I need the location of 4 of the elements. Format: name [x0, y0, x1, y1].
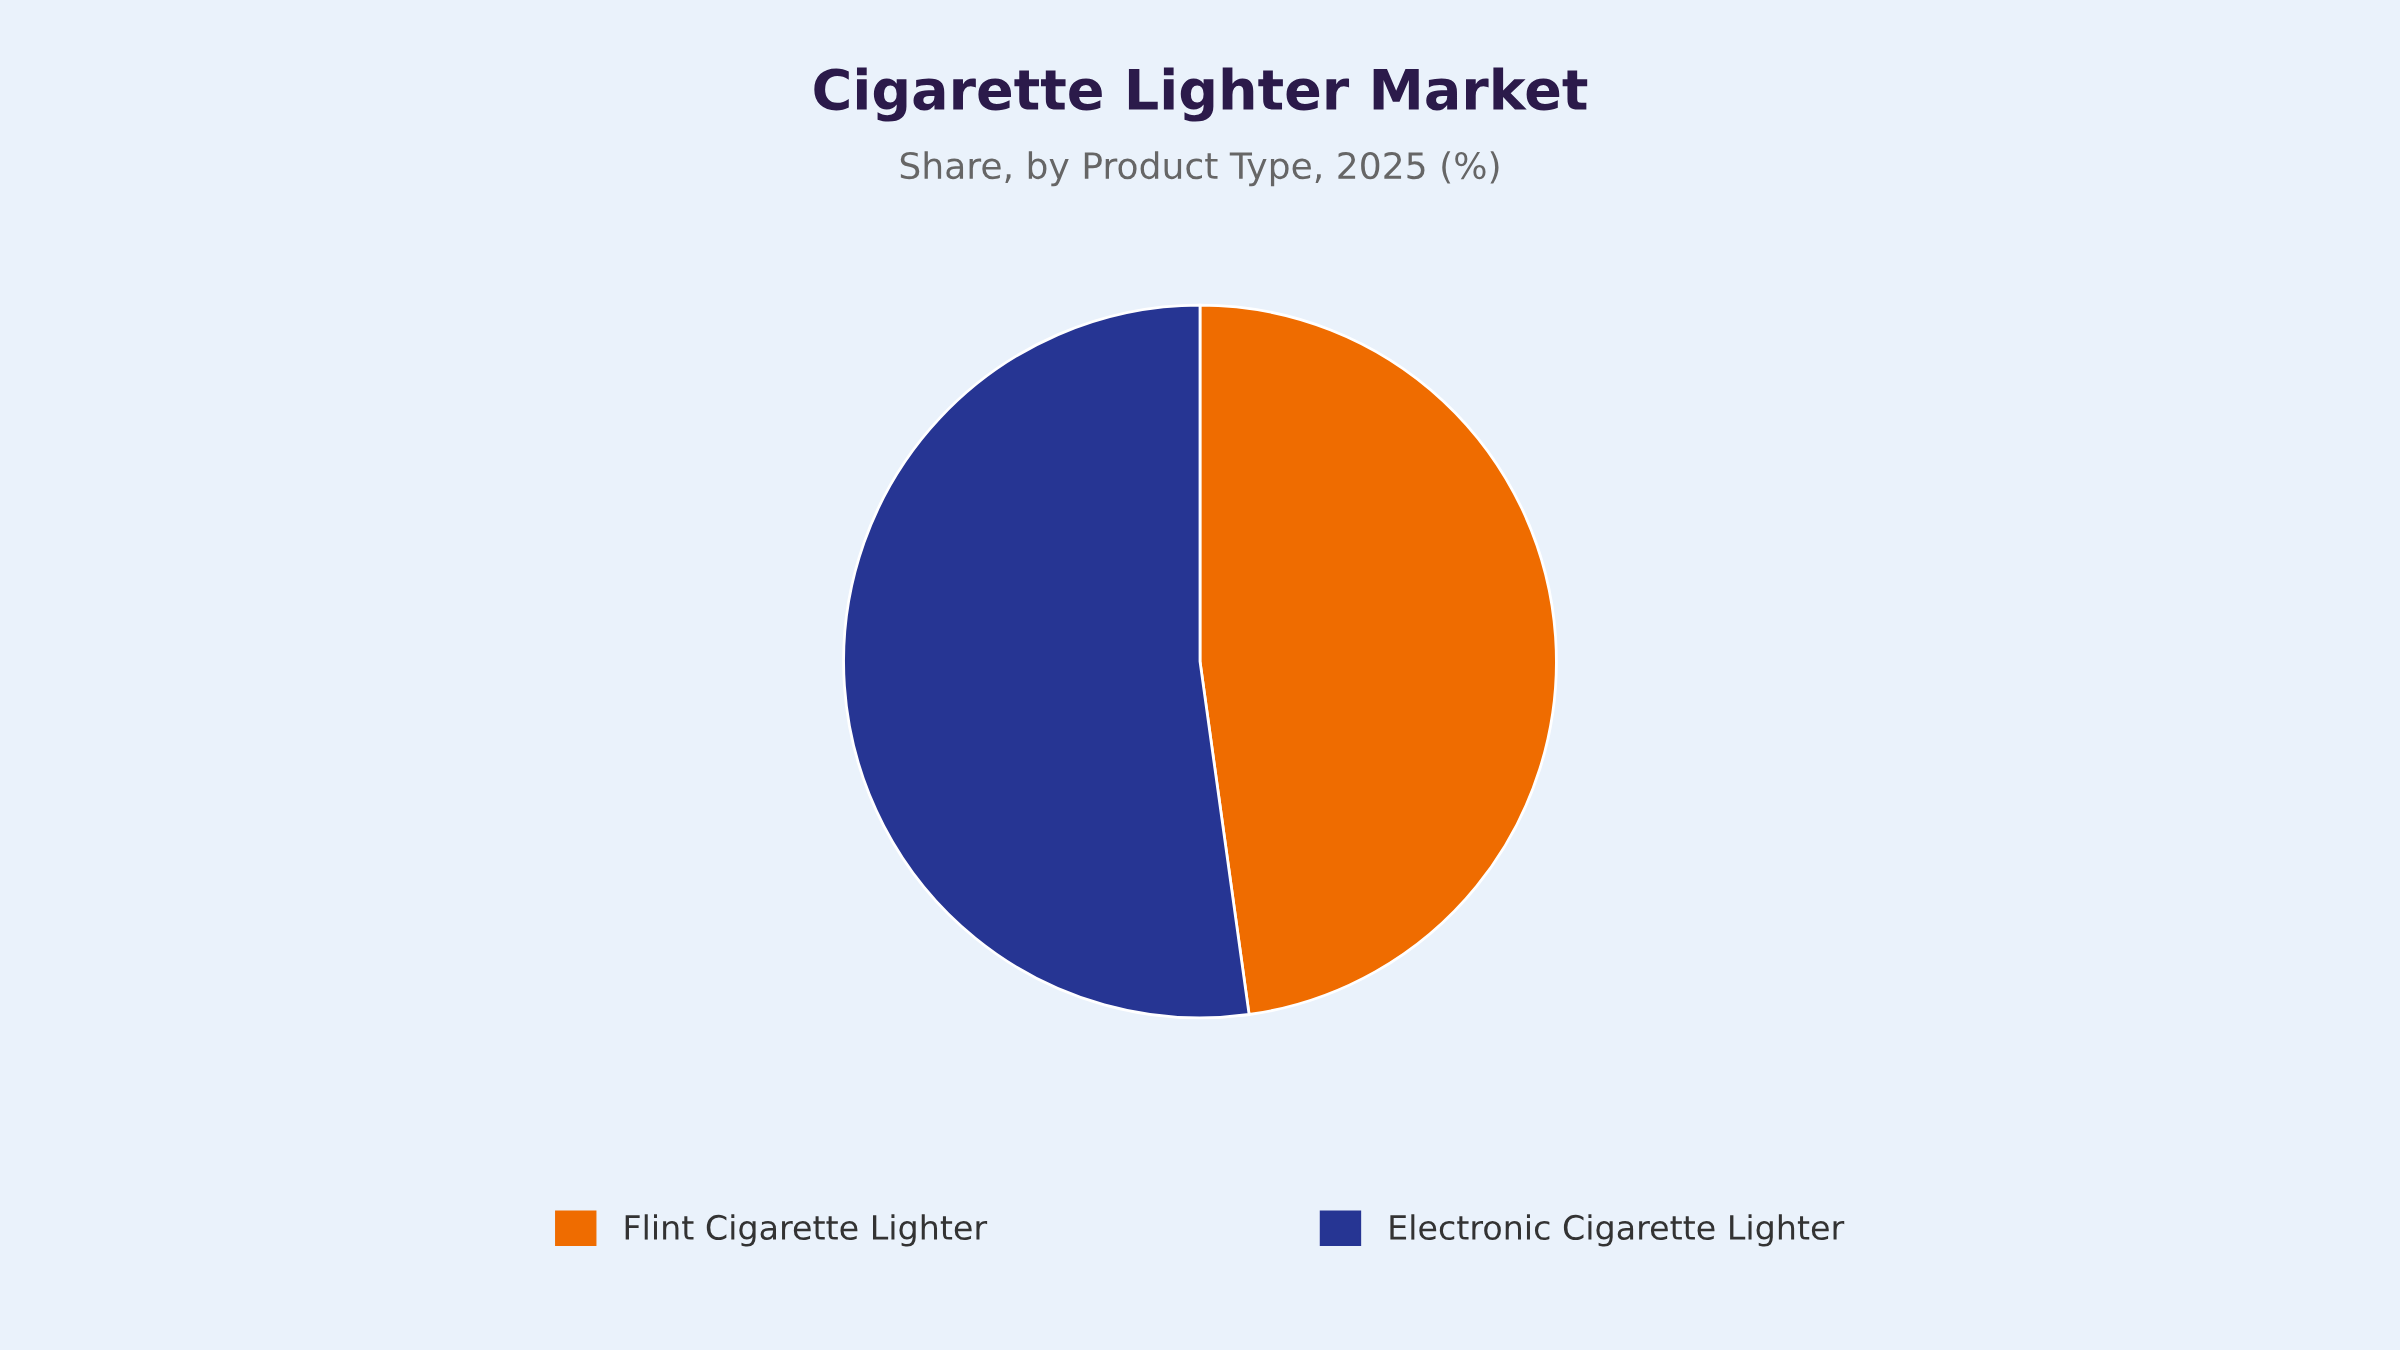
- legend-label: Flint Cigarette Lighter: [625, 1214, 988, 1247]
- chart-title: Cigarette Lighter Market: [814, 67, 1588, 122]
- chart-subtitle: Share, by Product Type, 2025 (%): [900, 151, 1499, 187]
- legend-label: Electronic Cigarette Lighter: [1390, 1214, 1845, 1247]
